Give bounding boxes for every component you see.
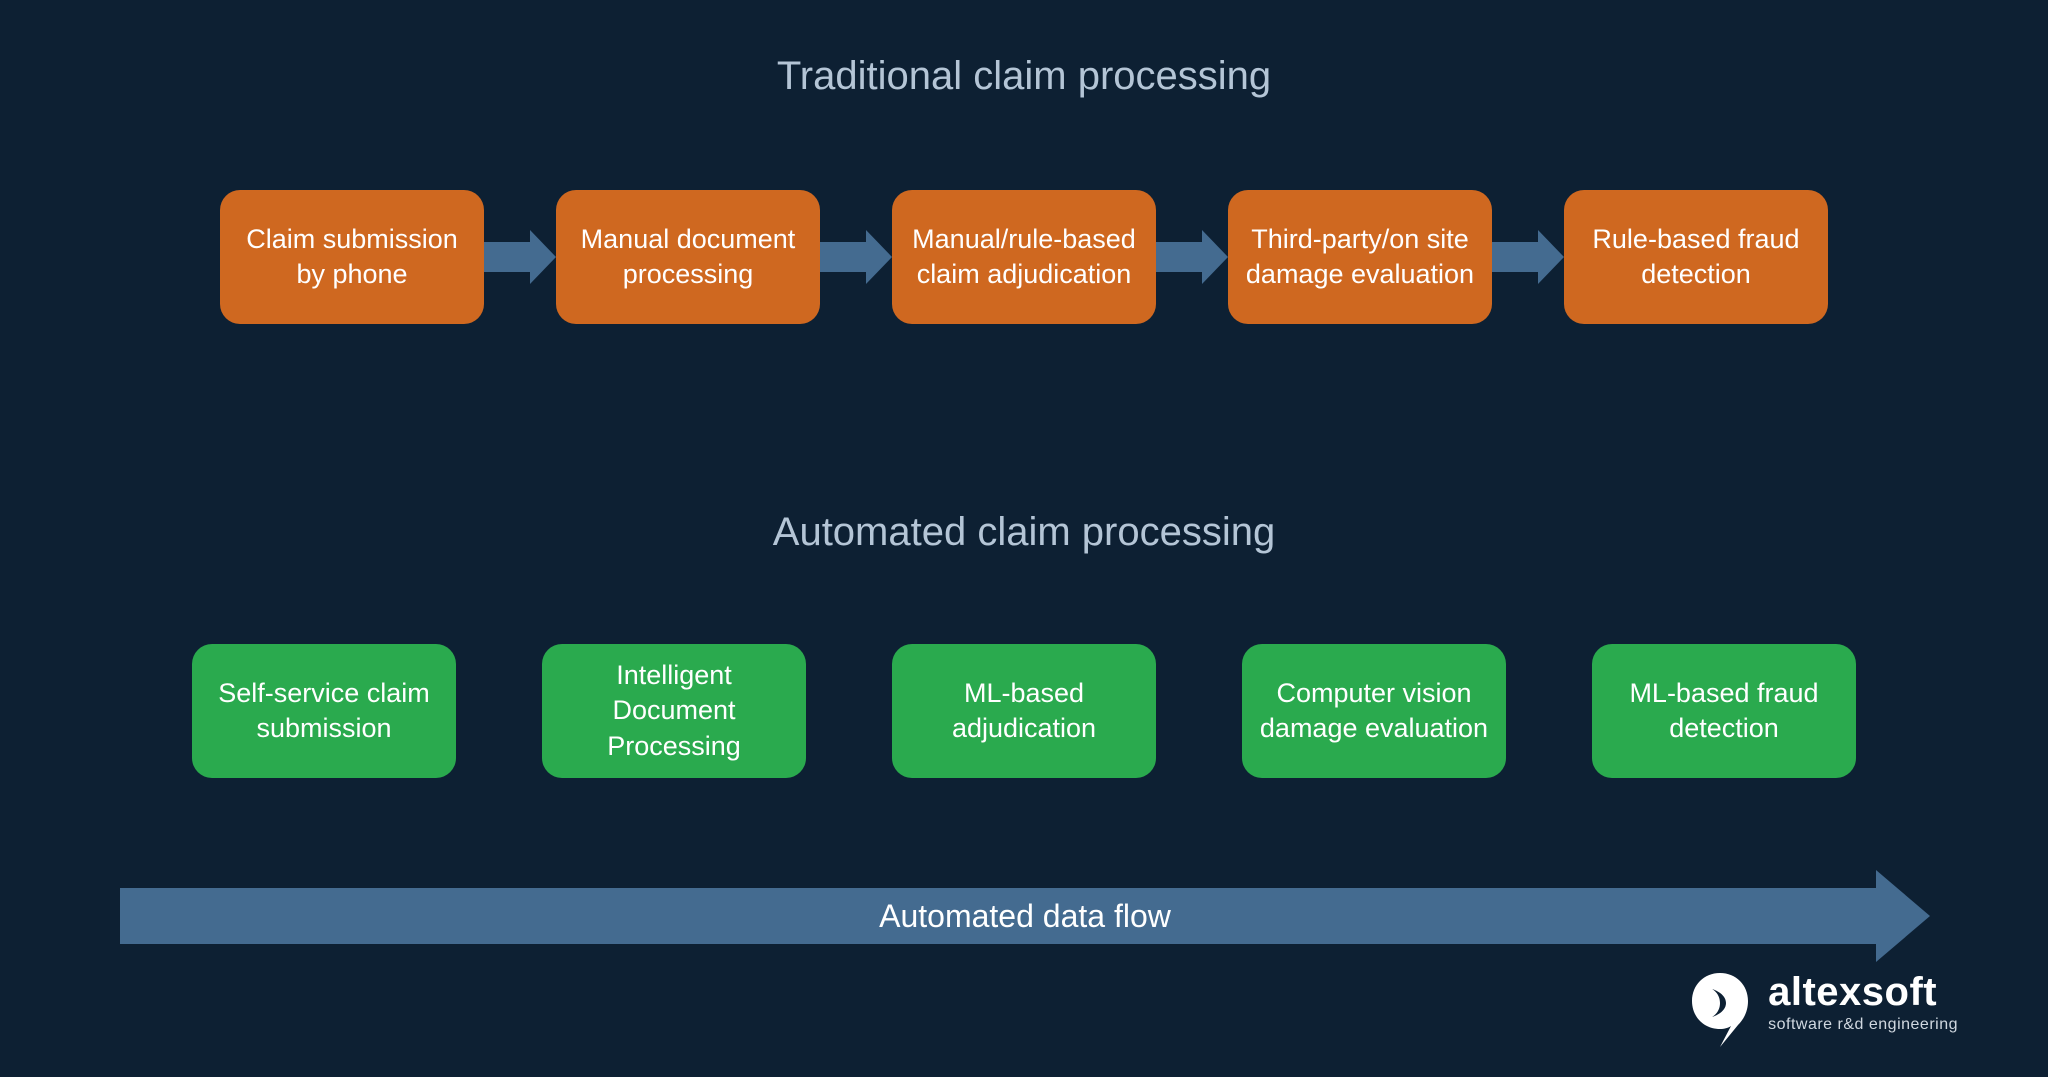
brand-logo-text: altexsoft software r&d engineering	[1768, 972, 1958, 1034]
flow-node: Intelligent Document Processing	[542, 644, 806, 778]
flow-node: Third-party/on site damage evaluation	[1228, 190, 1492, 324]
flow-node: Manual/rule-based claim adjudication	[892, 190, 1156, 324]
flow-arrow-icon	[1156, 230, 1228, 284]
flow-node: ML-based adjudication	[892, 644, 1156, 778]
automated-data-flow-arrow: Automated data flow	[120, 870, 1930, 962]
flow-node: ML-based fraud detection	[1592, 644, 1856, 778]
traditional-title: Traditional claim processing	[0, 54, 2048, 99]
flow-node: Computer vision damage evaluation	[1242, 644, 1506, 778]
flow-arrow-icon	[820, 230, 892, 284]
brand-name: altexsoft	[1768, 972, 1958, 1012]
automated-title: Automated claim processing	[0, 510, 2048, 555]
flow-node: Self-service claim submission	[192, 644, 456, 778]
flow-node: Rule-based fraud detection	[1564, 190, 1828, 324]
automated-flow-row: Self-service claim submission Intelligent…	[0, 644, 2048, 778]
flow-node: Manual document processing	[556, 190, 820, 324]
brand-tagline: software r&d engineering	[1768, 1016, 1958, 1034]
traditional-flow-row: Claim submission by phone Manual documen…	[0, 190, 2048, 324]
long-arrow-label: Automated data flow	[879, 898, 1171, 935]
flow-arrow-icon	[484, 230, 556, 284]
brand-logo-mark	[1686, 969, 1754, 1037]
flow-node: Claim submission by phone	[220, 190, 484, 324]
brand-logo: altexsoft software r&d engineering	[1686, 969, 1958, 1037]
flow-arrow-icon	[1492, 230, 1564, 284]
